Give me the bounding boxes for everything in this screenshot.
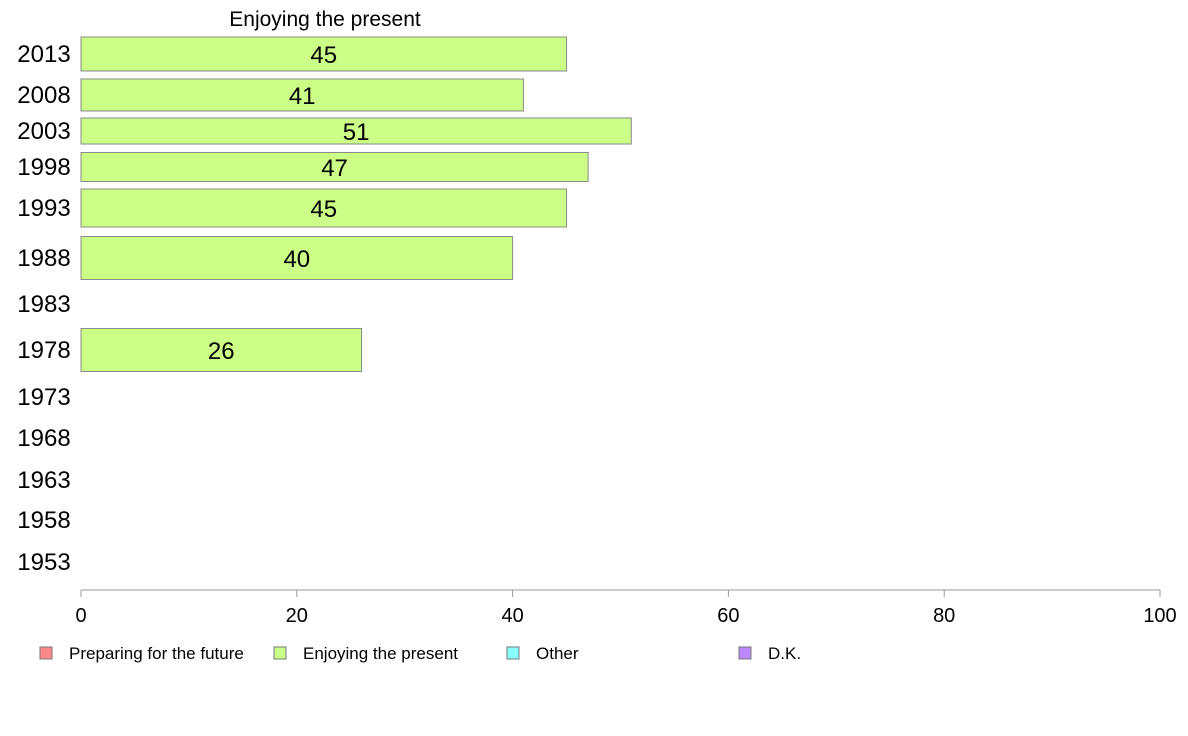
x-tick-label: 40	[501, 605, 523, 627]
year-label: 1968	[17, 425, 70, 452]
bar	[80, 152, 589, 182]
legend: Preparing for the future Enjoying the pre…	[39, 644, 801, 663]
bar-value-label: 41	[289, 83, 316, 110]
x-tick-label: 0	[75, 605, 86, 627]
bar-value-label: 26	[208, 338, 235, 365]
bar-value-label: 45	[310, 196, 337, 223]
x-tick-label: 60	[717, 605, 739, 627]
x-tick-label: 100	[1143, 605, 1176, 627]
legend-label: Other	[536, 644, 579, 663]
bar	[80, 328, 363, 372]
bar-value-label: 40	[283, 246, 310, 273]
x-axis: 0 20 40 60 80 100	[75, 589, 1177, 627]
bar-value-label: 45	[310, 42, 337, 69]
bar	[80, 36, 568, 72]
year-labels-group: 2013 2008 2003 1998 1993 1988 1983 1978 1973 1968…	[17, 41, 70, 576]
bar-value-label: 51	[343, 119, 370, 146]
bar	[80, 117, 632, 145]
legend-swatch	[506, 646, 520, 660]
legend-swatch	[273, 646, 287, 660]
x-tick-label: 80	[933, 605, 955, 627]
x-tick-label: 20	[286, 605, 308, 627]
year-label: 2013	[17, 41, 70, 68]
year-label: 1998	[17, 154, 70, 181]
year-label: 1988	[17, 245, 70, 272]
bar-value-label: 47	[321, 155, 348, 182]
legend-label: Enjoying the present	[303, 644, 458, 663]
legend-label: D.K.	[768, 644, 801, 663]
year-label: 1953	[17, 549, 70, 576]
bar	[80, 188, 568, 228]
year-label: 2003	[17, 118, 70, 145]
year-label: 2008	[17, 82, 70, 109]
bar	[80, 78, 524, 112]
legend-label: Preparing for the future	[69, 644, 244, 663]
year-label: 1963	[17, 467, 70, 494]
legend-swatch	[39, 646, 53, 660]
year-label: 1983	[17, 291, 70, 318]
year-label: 1958	[17, 507, 70, 534]
year-label: 1973	[17, 384, 70, 411]
year-label: 1993	[17, 195, 70, 222]
bar	[80, 236, 514, 280]
year-label: 1978	[17, 337, 70, 364]
chart-title: Enjoying the present	[229, 8, 421, 31]
legend-swatch	[738, 646, 752, 660]
